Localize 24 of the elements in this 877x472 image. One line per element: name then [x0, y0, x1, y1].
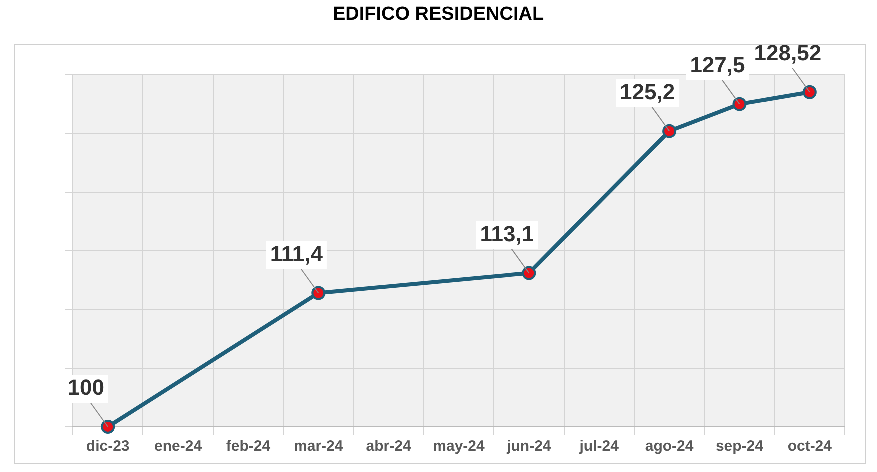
- data-label: 128,52: [754, 40, 822, 66]
- chart-title: EDIFICO RESIDENCIAL: [332, 4, 546, 26]
- point: [662, 124, 677, 138]
- x-tick-label: feb-24: [226, 438, 272, 456]
- x-tick-label: oct-24: [788, 438, 833, 456]
- point: [732, 97, 747, 112]
- data-label: 100: [68, 375, 104, 400]
- data-label: 113,1: [480, 221, 534, 246]
- point: [802, 85, 817, 100]
- x-tick-label: mar-24: [294, 438, 344, 456]
- x-tick-label: ene-24: [154, 438, 203, 456]
- x-tick-label: abr-24: [366, 438, 412, 456]
- data-label: 125,2: [620, 79, 676, 104]
- point: [522, 266, 536, 280]
- data-label: 127,5: [690, 52, 746, 78]
- data-label: 111,4: [270, 241, 324, 266]
- point: [312, 286, 326, 300]
- x-tick-label: jul-24: [578, 438, 620, 456]
- x-tick-label: may-24: [433, 438, 486, 456]
- x-tick-label: dic-23: [86, 438, 130, 456]
- x-tick-label: ago-24: [645, 438, 694, 456]
- point: [101, 420, 116, 434]
- x-tick-label: jun-24: [506, 438, 552, 456]
- x-tick-label: sep-24: [716, 438, 764, 456]
